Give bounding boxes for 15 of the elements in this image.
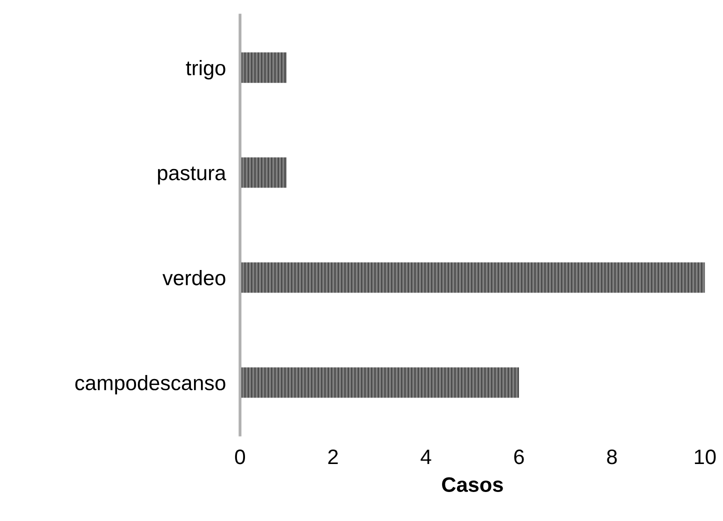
x-tick-label: 8: [607, 449, 617, 464]
bar: [240, 367, 519, 398]
y-tick-label: campodescanso: [75, 374, 226, 394]
x-tick-label: 6: [514, 449, 524, 464]
x-tick-label: 2: [328, 449, 338, 464]
y-tick-label: verdeo: [162, 270, 226, 286]
bar: [240, 52, 287, 83]
bar: [240, 262, 705, 293]
bar: [240, 157, 287, 188]
x-tick-label: 0: [235, 449, 246, 464]
y-tick-label: pastura: [158, 166, 226, 184]
x-tick-label: 4: [420, 450, 432, 464]
x-axis-title: Casos: [442, 477, 503, 492]
x-tick-label: 10: [694, 449, 716, 464]
y-tick-label: trigo: [186, 60, 226, 80]
